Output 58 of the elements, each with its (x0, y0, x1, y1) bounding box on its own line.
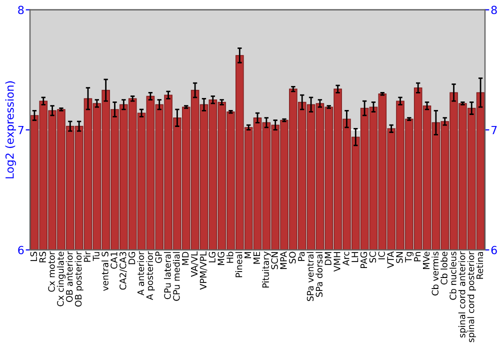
x-tick-label: VMH (334, 252, 340, 272)
x-tick-label: Arc (342, 252, 350, 266)
x-tick-label: Cb lobe (440, 252, 448, 284)
x-tick-label: DG (128, 252, 136, 264)
x-tick-label: A anterior (137, 251, 144, 296)
x-tick-label: Retina (476, 252, 484, 279)
y2-tick-label: 6 (491, 246, 497, 254)
x-tick-label: VTA (387, 251, 394, 268)
x-tick-label: SN (396, 252, 403, 263)
x-tick-label: Cx cingulate (56, 252, 66, 306)
y2-tick-label: 7 (491, 126, 497, 134)
x-tick-label: spinal cord anterior (458, 251, 467, 338)
x-tick-label: MD (182, 252, 189, 265)
x-tick-label: Tu (92, 252, 100, 262)
x-tick-label: SPa ventral (306, 252, 314, 301)
x-tick-label: spinal cord posterior (467, 251, 476, 342)
x-tick-label: M (244, 252, 252, 258)
x-tick-label: MVe (422, 252, 430, 269)
x-tick-label: Hb (226, 252, 234, 263)
x-tick-label: Pn (414, 252, 421, 262)
y-tick-label: 6 (18, 246, 24, 254)
x-tick-label: LG (208, 252, 216, 262)
x-tick-label: Cx motor (48, 251, 55, 292)
y-tick-label: 8 (18, 6, 24, 14)
x-tick-label: CPu medial (172, 252, 180, 301)
x-tick-label: MG (218, 252, 224, 265)
x-tick-label: DM (324, 252, 332, 265)
x-tick-label: OB posterior (74, 251, 84, 307)
x-tick-label: Pa (298, 252, 305, 261)
y-axis-title: Log2 (expression) (5, 81, 16, 178)
x-tick-label: RS (39, 252, 46, 262)
x-tick-label: Pituitary (262, 252, 271, 288)
x-tick-label: CPu lateral (164, 252, 171, 300)
x-tick-label: MPA (280, 251, 287, 269)
x-tick-label: Cb nucleus (449, 252, 456, 300)
x-tick-label: ME (253, 252, 260, 264)
x-tick-label: Cb vermis (432, 252, 439, 296)
x-tick-label: OB anterior (66, 251, 73, 302)
x-tick-label: VPM/VPL (200, 251, 208, 290)
x-tick-label: ventral S (102, 252, 108, 291)
x-tick-label: SO (289, 252, 296, 264)
x-tick-label: LH (352, 252, 358, 262)
y2-tick-label: 8 (491, 6, 497, 14)
x-tick-label: VA/VL (191, 251, 198, 277)
x-tick-label: CA1 (110, 252, 118, 269)
x-tick-label: PAG (360, 252, 368, 268)
x-tick-label: CA2/CA3 (120, 252, 127, 290)
x-tick-label: A posterior (146, 251, 155, 300)
x-tick-label: Pir (84, 251, 90, 262)
y-tick-label: 7 (18, 126, 24, 134)
x-tick-label: SPa dorsal (316, 252, 323, 297)
x-tick-label: SC (369, 252, 376, 263)
x-tick-label: SCN (271, 252, 278, 270)
x-tick-label: LS (30, 252, 38, 262)
x-tick-label: Tg (405, 252, 414, 262)
x-tick-label: Pineal (235, 252, 242, 278)
x-tick-label: GP (155, 252, 162, 264)
x-tick-label: IC (378, 252, 385, 260)
